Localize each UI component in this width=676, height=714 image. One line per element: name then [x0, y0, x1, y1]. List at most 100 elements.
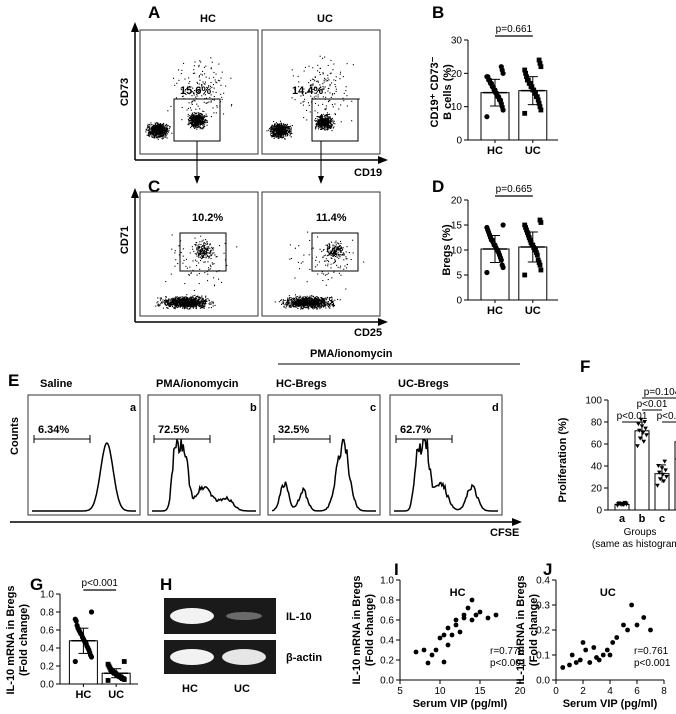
- flow-dot: [200, 249, 202, 251]
- flow-dot: [168, 303, 170, 305]
- flow-dot: [273, 128, 275, 130]
- flow-dot: [195, 123, 197, 125]
- flow-dot: [310, 84, 312, 86]
- flow-dot: [159, 128, 161, 130]
- flow-dot: [295, 302, 297, 304]
- flow-dot: [187, 107, 189, 109]
- flow-dot: [193, 117, 195, 119]
- flow-dot: [302, 101, 304, 103]
- flow-dot: [175, 97, 177, 99]
- flow-dot: [195, 305, 197, 307]
- flow-dot: [299, 299, 301, 301]
- flow-dot: [330, 300, 332, 302]
- flow-dot: [287, 132, 289, 134]
- flow-dot: [147, 133, 149, 135]
- flow-dot: [175, 296, 177, 298]
- flow-dot: [166, 129, 168, 131]
- flow-dot: [317, 296, 319, 298]
- flow-dot: [308, 254, 310, 256]
- flow-dot: [293, 301, 295, 303]
- flow-dot: [282, 132, 284, 134]
- flow-dot: [273, 129, 275, 131]
- y-tick-label: 20: [451, 196, 463, 207]
- flow-dot: [339, 73, 341, 75]
- flow-plot-c-hc-frame: [139, 191, 259, 317]
- flow-dot: [198, 83, 200, 85]
- flow-dot: [164, 302, 166, 304]
- flow-dot: [152, 131, 154, 133]
- flow-dot: [159, 131, 161, 133]
- flow-dot: [327, 123, 329, 125]
- flow-dot: [154, 137, 156, 139]
- data-point: [484, 114, 490, 120]
- flow-dot: [326, 120, 328, 122]
- flow-dot: [202, 122, 204, 124]
- data-point: [537, 217, 543, 223]
- flow-dot: [324, 115, 326, 117]
- flow-dot: [188, 82, 190, 84]
- flow-dot: [328, 302, 330, 304]
- flow-dot: [158, 124, 160, 126]
- flow-dot: [280, 299, 282, 301]
- flow-dot: [292, 302, 294, 304]
- flow-dot: [293, 302, 295, 304]
- flow-dot: [308, 88, 310, 90]
- flow-dot: [185, 305, 187, 307]
- flow-dot: [303, 254, 305, 256]
- flow-dot: [198, 248, 200, 250]
- flow-dot: [198, 123, 200, 125]
- flow-dot: [340, 121, 342, 123]
- flow-dot: [301, 308, 303, 310]
- flow-dot: [317, 119, 319, 121]
- flow-dot: [276, 125, 278, 127]
- flow-dot: [160, 135, 162, 137]
- flow-dot: [163, 131, 165, 133]
- flow-dot: [181, 305, 183, 307]
- flow-dot: [323, 122, 325, 124]
- y-tick-label: 10: [451, 102, 463, 113]
- flow-dot: [339, 250, 341, 252]
- flow-dot: [169, 125, 171, 127]
- flow-dot: [174, 298, 176, 300]
- flow-dot: [307, 306, 309, 308]
- flow-dot: [196, 302, 198, 304]
- flow-dot: [168, 302, 170, 304]
- data-point: [534, 252, 540, 258]
- flow-dot: [338, 108, 340, 110]
- flow-dot: [300, 300, 302, 302]
- flow-dot: [193, 126, 195, 128]
- flow-dot: [292, 301, 294, 303]
- flow-dot: [199, 268, 201, 270]
- flow-dot: [204, 247, 206, 249]
- flow-dot: [332, 93, 334, 95]
- flow-dot: [195, 245, 197, 247]
- flow-dot: [195, 117, 197, 119]
- flow-dot: [315, 303, 317, 305]
- flow-dot: [300, 303, 302, 305]
- flow-dot: [323, 306, 325, 308]
- flow-dot: [209, 252, 211, 254]
- flow-dot: [196, 252, 198, 254]
- flow-dot: [159, 131, 161, 133]
- flow-dot: [314, 305, 316, 307]
- flow-dot: [236, 246, 238, 248]
- flow-dot: [324, 86, 326, 88]
- flow-dot: [332, 245, 334, 247]
- flow-dot: [164, 303, 166, 305]
- flow-dot: [329, 254, 331, 256]
- flow-dot: [295, 297, 297, 299]
- flow-dot: [329, 121, 331, 123]
- flow-dot: [327, 114, 329, 116]
- flow-dot: [199, 301, 201, 303]
- flow-dot: [210, 250, 212, 252]
- flow-dot: [348, 252, 350, 254]
- flow-dot: [325, 117, 327, 119]
- flow-dot: [192, 302, 194, 304]
- flow-dot: [299, 304, 301, 306]
- flow-dot: [198, 298, 200, 300]
- flow-dot: [315, 127, 317, 129]
- flow-dot: [203, 93, 205, 95]
- flow-dot: [176, 296, 178, 298]
- flow-dot: [150, 129, 152, 131]
- flow-dot: [342, 249, 344, 251]
